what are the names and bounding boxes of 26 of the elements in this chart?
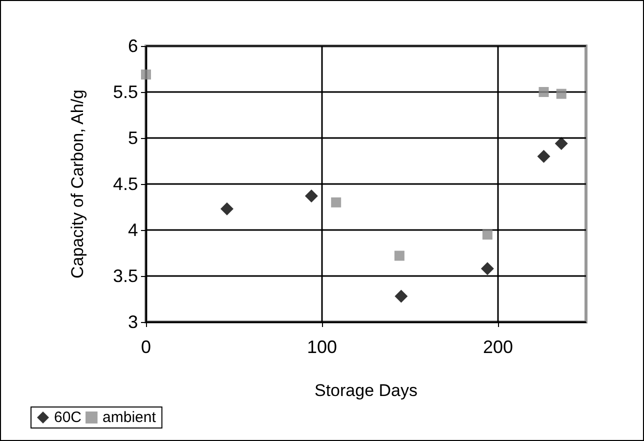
point bbox=[331, 197, 342, 208]
x-tick-label: 0 bbox=[140, 337, 152, 357]
point bbox=[537, 150, 550, 163]
point bbox=[480, 262, 494, 276]
point bbox=[394, 290, 408, 303]
legend-label: ambient bbox=[102, 409, 157, 426]
y-tick-label: 4 bbox=[128, 220, 138, 240]
point bbox=[394, 250, 404, 261]
point bbox=[482, 230, 492, 240]
y-axis-title: Capacity of Carbon, Ah/g bbox=[68, 89, 87, 279]
y-tick-label: 4.5 bbox=[112, 174, 138, 194]
point bbox=[220, 202, 234, 216]
point bbox=[554, 137, 568, 150]
point bbox=[556, 88, 566, 99]
legend-label: 60C bbox=[54, 409, 82, 426]
point bbox=[304, 189, 318, 202]
x-axis-title: Storage Days bbox=[314, 381, 418, 400]
y-tick-label: 3 bbox=[128, 312, 138, 332]
point bbox=[538, 87, 549, 97]
y-tick-label: 6 bbox=[128, 36, 138, 56]
y-tick-label: 5.5 bbox=[112, 82, 138, 102]
point bbox=[141, 70, 151, 80]
x-tick-label: 200 bbox=[482, 337, 514, 357]
y-tick-label: 3.5 bbox=[112, 266, 138, 286]
y-tick-label: 5 bbox=[128, 128, 138, 148]
x-tick-label: 100 bbox=[306, 337, 338, 357]
